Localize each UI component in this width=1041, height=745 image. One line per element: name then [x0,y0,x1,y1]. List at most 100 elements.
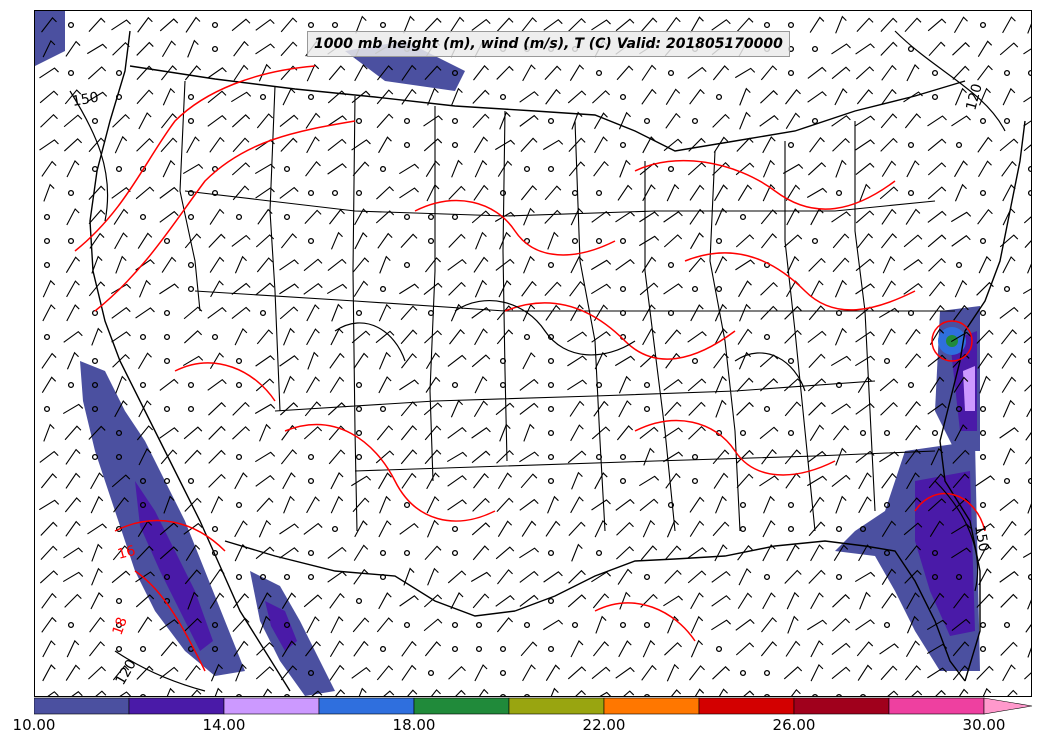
calm-wind-marker [91,381,99,389]
wind-barb [159,666,179,679]
calm-wind-marker [907,141,915,149]
wind-barb [234,327,248,346]
wind-barb [232,426,250,440]
wind-barb [65,448,81,465]
wind-barb [519,114,539,127]
calm-wind-marker [283,165,291,173]
calm-wind-marker [283,621,291,629]
wind-barb [279,547,299,559]
wind-barb [39,450,59,463]
wind-barb [762,544,776,562]
wind-barb [329,640,344,658]
calm-wind-marker [691,285,699,293]
wind-barb [114,400,128,418]
wind-barb [786,544,800,562]
calm-wind-marker [67,621,75,629]
calm-wind-marker [211,189,219,197]
wind-barb [592,593,610,609]
wind-barb [162,159,176,178]
wind-barb [591,283,612,295]
wind-barb [911,690,923,696]
colorbar-bin-2 [223,697,320,715]
wind-barb [791,688,801,696]
wind-barb [255,666,275,680]
calm-wind-marker [355,309,363,317]
wind-barb [1000,545,1018,561]
wind-barb [567,450,587,464]
wind-barb [519,402,539,415]
calm-wind-marker [979,117,987,125]
wind-barb [495,258,515,271]
shading-pacific-coast [80,361,245,676]
wind-barb [41,17,57,33]
wind-barb [495,546,515,560]
wind-barb [159,18,179,32]
calm-wind-marker [643,381,651,389]
calm-wind-marker [355,429,363,437]
wind-barb [542,139,564,151]
wind-barb [378,136,392,154]
wind-barb [66,208,80,226]
wind-barb [114,135,128,154]
wind-barb [785,640,801,657]
wind-barb [687,66,707,79]
wind-barb [665,352,681,369]
calm-wind-marker [499,645,507,653]
wind-barb [810,280,824,298]
wind-barb [738,351,751,370]
calm-wind-marker [595,189,603,197]
wind-barb [927,234,947,248]
calm-wind-marker [236,693,242,696]
wind-barb [254,163,276,175]
calm-wind-marker [187,117,195,125]
wind-barb [617,184,633,201]
wind-barb [954,279,968,298]
calm-wind-marker [547,357,555,365]
calm-wind-marker [836,693,842,696]
wind-barb [594,136,608,154]
wind-barb [231,114,251,128]
wind-barb [135,594,155,608]
wind-barb [783,666,803,680]
wind-barb [87,523,107,535]
calm-wind-marker [451,141,459,149]
wind-barb [255,187,275,199]
wind-barb [377,65,393,81]
shading-atlantic-light [963,366,975,411]
wind-barb [926,619,948,631]
wind-barb [737,328,753,345]
calm-wind-marker [547,645,555,653]
calm-wind-marker [667,501,675,509]
wind-barb [665,16,681,33]
calm-wind-marker [139,381,147,389]
wind-barb [255,474,275,487]
wind-barb [400,425,418,441]
calm-wind-marker [187,93,195,101]
wind-barb [858,496,872,514]
wind-barb [210,280,224,298]
wind-barb [136,41,154,56]
calm-wind-marker [787,501,795,509]
calm-wind-marker [859,525,867,533]
wind-barb [688,137,706,152]
wind-barb [810,544,824,562]
wind-barb [280,41,298,57]
calm-wind-marker [619,141,627,149]
wind-barb [183,522,203,535]
wind-barb [234,520,248,538]
wind-barb [41,616,57,633]
calm-wind-marker [787,357,795,365]
calm-wind-marker [739,213,747,221]
wind-barb [567,666,587,680]
wind-barb [664,545,682,561]
wind-barb [305,641,321,657]
colorbar-bin-9 [888,697,985,715]
calm-wind-marker [547,453,555,461]
calm-wind-marker [307,573,315,581]
calm-wind-marker [835,525,843,533]
wind-barb [354,64,368,82]
wind-barb [906,472,920,490]
wind-barb [447,499,467,511]
wind-barb [378,520,392,538]
wind-barb [447,570,467,584]
